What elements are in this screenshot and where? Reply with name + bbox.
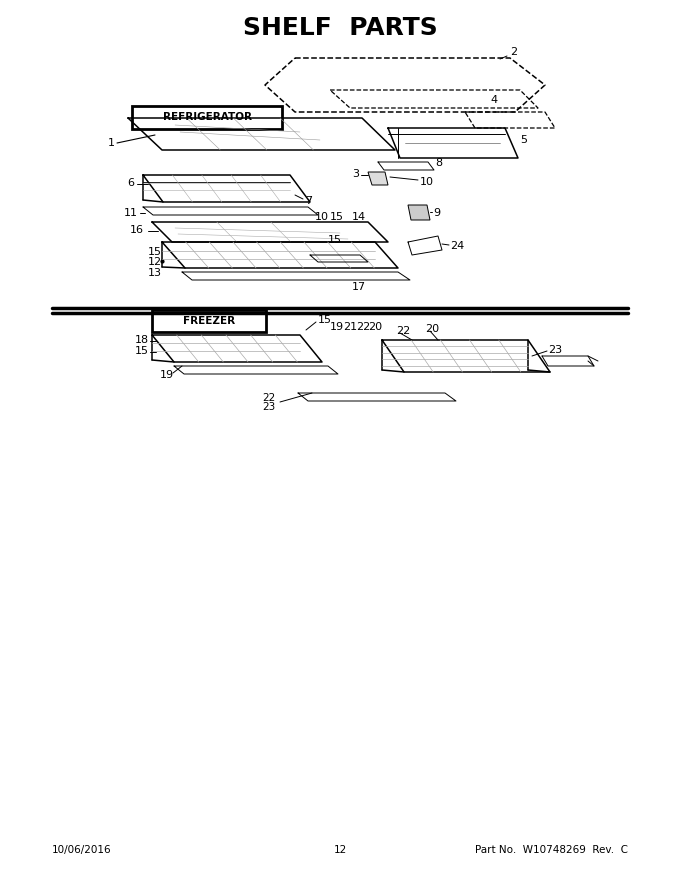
Text: 10: 10 [315, 212, 329, 222]
Text: 21: 21 [343, 322, 357, 332]
Text: 23: 23 [262, 402, 275, 412]
Text: 3: 3 [352, 169, 359, 179]
Text: 23: 23 [548, 345, 562, 355]
Text: 12: 12 [148, 257, 162, 267]
Text: 19: 19 [330, 322, 344, 332]
Text: 15: 15 [328, 235, 342, 245]
FancyBboxPatch shape [152, 310, 266, 332]
FancyBboxPatch shape [132, 106, 282, 129]
Text: 14: 14 [352, 212, 366, 222]
Text: 16: 16 [130, 225, 144, 235]
Text: 22: 22 [262, 393, 275, 403]
Text: 20: 20 [368, 322, 382, 332]
Text: 22: 22 [356, 322, 370, 332]
Text: 6: 6 [127, 178, 134, 188]
Text: 10/06/2016: 10/06/2016 [52, 845, 112, 855]
Text: 17: 17 [352, 282, 366, 292]
Text: FREEZER: FREEZER [183, 316, 235, 326]
Text: 1: 1 [108, 138, 115, 148]
Text: 4: 4 [490, 95, 497, 105]
Text: 18: 18 [135, 335, 149, 345]
Text: 15: 15 [318, 315, 332, 325]
Text: 7: 7 [305, 196, 312, 206]
Text: 8: 8 [435, 158, 442, 168]
Text: 24: 24 [450, 241, 464, 251]
Text: 9: 9 [433, 208, 440, 218]
Text: 13: 13 [148, 268, 162, 278]
Polygon shape [368, 172, 388, 185]
Text: 15: 15 [148, 247, 162, 257]
Text: 12: 12 [333, 845, 347, 855]
Text: 5: 5 [520, 135, 527, 145]
Text: REFRIGERATOR: REFRIGERATOR [163, 112, 252, 122]
Polygon shape [408, 205, 430, 220]
Text: SHELF  PARTS: SHELF PARTS [243, 16, 437, 40]
Text: Part No.  W10748269  Rev.  C: Part No. W10748269 Rev. C [475, 845, 628, 855]
Text: 19: 19 [160, 370, 174, 380]
Text: 2: 2 [510, 47, 517, 57]
Text: 11: 11 [124, 208, 138, 218]
Text: 20: 20 [425, 324, 439, 334]
Text: 15: 15 [330, 212, 344, 222]
Text: 10: 10 [420, 177, 434, 187]
Text: 22: 22 [396, 326, 410, 336]
Text: 15: 15 [135, 346, 149, 356]
